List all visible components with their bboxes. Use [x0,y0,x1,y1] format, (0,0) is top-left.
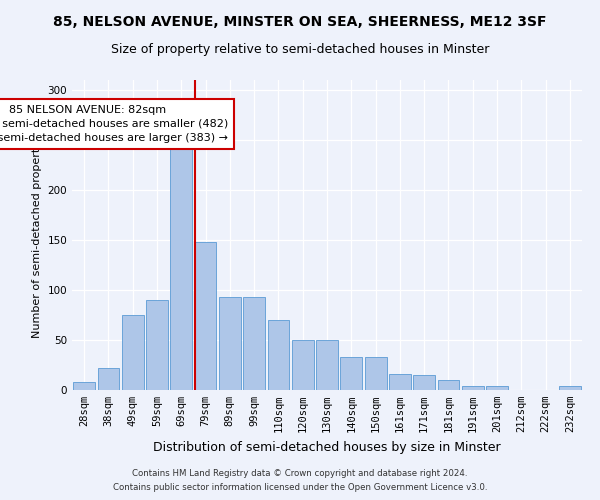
X-axis label: Distribution of semi-detached houses by size in Minster: Distribution of semi-detached houses by … [153,440,501,454]
Bar [97,368,119,390]
Bar [462,386,484,390]
Bar [437,380,460,390]
Bar [170,147,192,390]
Bar [219,297,241,390]
Bar [73,382,95,390]
Bar [146,300,168,390]
Bar [268,320,289,390]
Bar [194,242,217,390]
Text: 85, NELSON AVENUE, MINSTER ON SEA, SHEERNESS, ME12 3SF: 85, NELSON AVENUE, MINSTER ON SEA, SHEER… [53,15,547,29]
Bar [340,357,362,390]
Bar [389,374,411,390]
Bar [365,357,386,390]
Text: Contains public sector information licensed under the Open Government Licence v3: Contains public sector information licen… [113,484,487,492]
Text: Size of property relative to semi-detached houses in Minster: Size of property relative to semi-detach… [111,42,489,56]
Bar [559,386,581,390]
Bar [292,340,314,390]
Text: Contains HM Land Registry data © Crown copyright and database right 2024.: Contains HM Land Registry data © Crown c… [132,468,468,477]
Text: 85 NELSON AVENUE: 82sqm  
← 55% of semi-detached houses are smaller (482)
  44% : 85 NELSON AVENUE: 82sqm ← 55% of semi-de… [0,105,229,143]
Bar [413,375,435,390]
Bar [122,315,143,390]
Bar [316,340,338,390]
Y-axis label: Number of semi-detached properties: Number of semi-detached properties [32,132,42,338]
Bar [243,297,265,390]
Bar [486,386,508,390]
